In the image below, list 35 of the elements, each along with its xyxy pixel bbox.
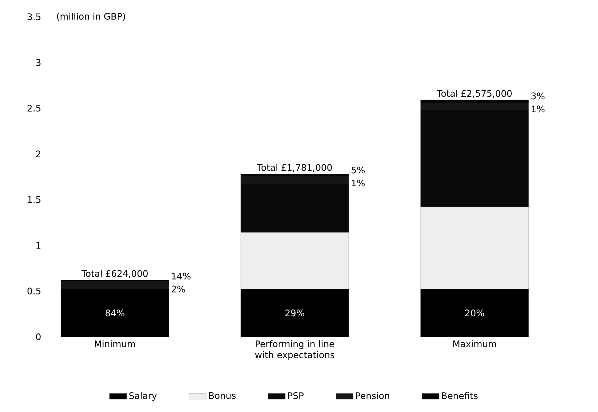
annotation: 29% [286,310,305,317]
total-label: Total £2,575,000 [437,90,512,98]
y-tick-label: 3 [36,59,41,66]
annotation: 1% [352,180,365,187]
legend-label: Bonus [209,392,236,400]
y-tick-label: 2 [36,150,41,158]
y-tick-label: 0.5 [28,288,41,295]
y-tick-label: 0 [36,334,41,340]
annotation: 14% [172,272,191,280]
bar [61,281,170,290]
total-label: Total £624,000 [82,270,148,278]
x-tick-label: Maximum [454,340,496,348]
legend-label: PSP [288,392,304,400]
bar [240,232,350,290]
y-tick-label: 3.5 [28,14,41,20]
annotation: 84% [106,310,125,317]
legend-label: Salary [130,392,158,402]
bar [420,207,529,290]
y-tick-label: 2.5 [28,105,41,112]
annotation: 3% [532,92,545,100]
annotation: 1% [532,106,545,113]
x-tick-label: Performing in line with expectations [255,340,335,360]
y-tick-label: 1 [36,242,41,249]
annotation: 2% [172,286,186,293]
bar [420,289,529,338]
y-tick-label: 1.5 [28,196,41,204]
total-label: Total £1,781,000 [257,164,332,172]
y-axis-title: (million in GBP) [57,12,126,22]
legend-label: Benefits [442,392,478,400]
legend-label: Pension [356,392,390,400]
annotation: 20% [466,310,484,317]
annotation: 5% [352,166,365,174]
bar [61,289,170,338]
x-tick-label: Minimum [95,340,136,348]
bar [240,289,350,338]
